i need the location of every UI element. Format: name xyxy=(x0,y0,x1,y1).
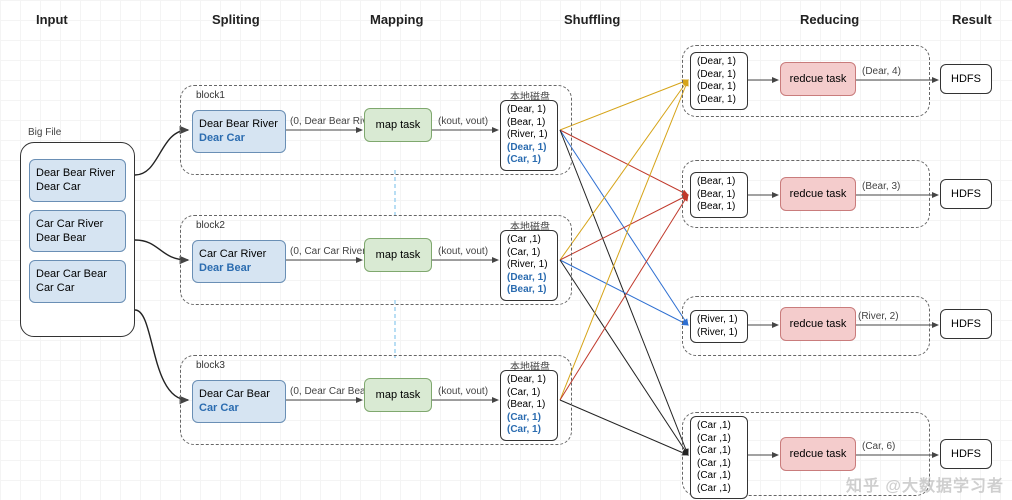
reducer4-task: redcue task xyxy=(780,437,856,471)
block2-disk-r2: (River, 1) xyxy=(507,259,551,272)
stage-mapping-label: Mapping xyxy=(370,12,423,27)
block2-mapin: (0, Car Car River) xyxy=(290,246,369,257)
block3-disk-r3: (Car, 1) xyxy=(507,412,551,425)
block1-disk: (Dear, 1) (Bear, 1) (River, 1) (Dear, 1)… xyxy=(500,100,558,171)
reducer3-in: (River, 1) (River, 1) xyxy=(690,310,748,343)
stage-reducing-label: Reducing xyxy=(800,12,859,27)
reducer1-task: redcue task xyxy=(780,62,856,96)
reducer2-in-r0: (Bear, 1) xyxy=(697,176,741,189)
block2-label: block2 xyxy=(196,220,225,231)
block2-disk-r1: (Car, 1) xyxy=(507,247,551,260)
block3-line0: Dear Car Bear xyxy=(199,387,279,401)
stage-splitting-label: Spliting xyxy=(212,12,260,27)
block3-disk: (Dear, 1) (Car, 1) (Bear, 1) (Car, 1) (C… xyxy=(500,370,558,441)
block3-disk-r1: (Car, 1) xyxy=(507,387,551,400)
block2-maptask: map task xyxy=(364,238,432,272)
reducer1-in: (Dear, 1) (Dear, 1) (Dear, 1) (Dear, 1) xyxy=(690,52,748,110)
block1-mapout: (kout, vout) xyxy=(438,116,488,127)
reducer4-in-r3: (Car ,1) xyxy=(697,458,741,471)
block2-disk-r4: (Bear, 1) xyxy=(507,284,551,297)
block3-disk-r2: (Bear, 1) xyxy=(507,399,551,412)
block1-line1: Dear Car xyxy=(199,131,279,145)
reducer2-in-r1: (Bear, 1) xyxy=(697,189,741,202)
reducer4-in: (Car ,1) (Car ,1) (Car ,1) (Car ,1) (Car… xyxy=(690,416,748,499)
block3-line1: Car Car xyxy=(199,401,279,415)
reducer3-task: redcue task xyxy=(780,307,856,341)
reducer4-out: (Car, 6) xyxy=(862,441,895,452)
reducer4-in-r0: (Car ,1) xyxy=(697,420,741,433)
reducer4-in-r2: (Car ,1) xyxy=(697,445,741,458)
reducer4-in-r1: (Car ,1) xyxy=(697,433,741,446)
reducer1-in-r2: (Dear, 1) xyxy=(697,81,741,94)
block2-disk: (Car ,1) (Car, 1) (River, 1) (Dear, 1) (… xyxy=(500,230,558,301)
stage-shuffling-label: Shuffling xyxy=(564,12,620,27)
reducer1-in-r3: (Dear, 1) xyxy=(697,94,741,107)
input-bigfile: Dear Bear River Dear Car Car Car River D… xyxy=(20,142,135,337)
block3-disk-r0: (Dear, 1) xyxy=(507,374,551,387)
block3-label: block3 xyxy=(196,360,225,371)
block3-text: Dear Car Bear Car Car xyxy=(192,380,286,423)
block1-label: block1 xyxy=(196,90,225,101)
reducer3-in-r0: (River, 1) xyxy=(697,314,741,327)
block2-line1: Dear Bear xyxy=(199,261,279,275)
block3-maptask: map task xyxy=(364,378,432,412)
reducer2-hdfs: HDFS xyxy=(940,179,992,209)
block2-text: Car Car River Dear Bear xyxy=(192,240,286,283)
block1-disk-r1: (Bear, 1) xyxy=(507,117,551,130)
reducer4-hdfs: HDFS xyxy=(940,439,992,469)
input-row-1: Car Car River Dear Bear xyxy=(29,210,126,253)
reducer2-task: redcue task xyxy=(780,177,856,211)
reducer4-in-r4: (Car ,1) xyxy=(697,470,741,483)
block2-disk-r3: (Dear, 1) xyxy=(507,272,551,285)
input-title: Big File xyxy=(28,127,61,138)
reducer1-in-r1: (Dear, 1) xyxy=(697,69,741,82)
stage-result-label: Result xyxy=(952,12,992,27)
input-row-0-text: Dear Bear River Dear Car xyxy=(36,167,115,193)
input-row-0: Dear Bear River Dear Car xyxy=(29,159,126,202)
block2-disk-r0: (Car ,1) xyxy=(507,234,551,247)
input-row-2: Dear Car Bear Car Car xyxy=(29,260,126,303)
block2-mapout: (kout, vout) xyxy=(438,246,488,257)
block2-line0: Car Car River xyxy=(199,247,279,261)
reducer1-in-r0: (Dear, 1) xyxy=(697,56,741,69)
reducer2-in-r2: (Bear, 1) xyxy=(697,201,741,214)
block1-maptask: map task xyxy=(364,108,432,142)
reducer3-hdfs: HDFS xyxy=(940,309,992,339)
input-row-1-text: Car Car River Dear Bear xyxy=(36,218,103,244)
reducer3-in-r1: (River, 1) xyxy=(697,327,741,340)
watermark: 知乎 @大数据学习者 xyxy=(846,472,1004,496)
stage-input-label: Input xyxy=(36,12,68,27)
reducer2-out: (Bear, 3) xyxy=(862,181,900,192)
reducer3-out: (River, 2) xyxy=(858,311,899,322)
block1-disk-r4: (Car, 1) xyxy=(507,154,551,167)
block1-disk-r0: (Dear, 1) xyxy=(507,104,551,117)
block3-mapout: (kout, vout) xyxy=(438,386,488,397)
block1-line0: Dear Bear River xyxy=(199,117,279,131)
block3-mapin: (0, Dear Car Bear) xyxy=(290,386,372,397)
block3-disk-r4: (Car, 1) xyxy=(507,424,551,437)
block1-disk-r2: (River, 1) xyxy=(507,129,551,142)
block1-text: Dear Bear River Dear Car xyxy=(192,110,286,153)
reducer4-in-r5: (Car ,1) xyxy=(697,483,741,496)
reducer1-hdfs: HDFS xyxy=(940,64,992,94)
reducer2-in: (Bear, 1) (Bear, 1) (Bear, 1) xyxy=(690,172,748,218)
block1-disk-r3: (Dear, 1) xyxy=(507,142,551,155)
input-row-2-text: Dear Car Bear Car Car xyxy=(36,268,107,294)
reducer1-out: (Dear, 4) xyxy=(862,66,901,77)
